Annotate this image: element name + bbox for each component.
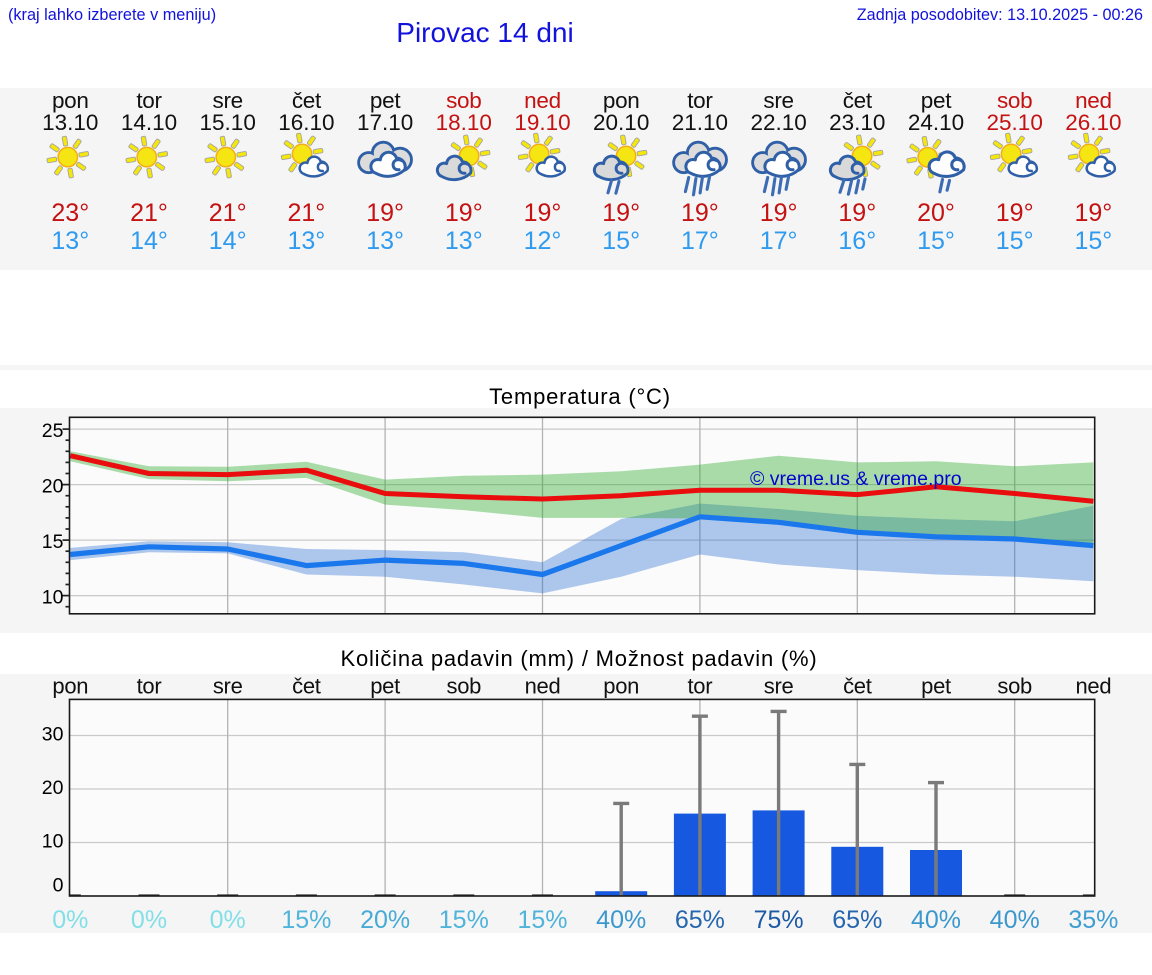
svg-text:sob: sob: [997, 674, 1032, 699]
svg-text:30: 30: [42, 724, 64, 746]
svg-text:20: 20: [42, 777, 64, 799]
svg-text:ned: ned: [525, 674, 561, 699]
svg-text:20: 20: [42, 476, 64, 498]
svg-text:15%: 15%: [281, 906, 331, 933]
svg-text:20%: 20%: [360, 906, 410, 933]
svg-text:pet: pet: [370, 674, 400, 699]
svg-text:Količina padavin (mm) / Možnos: Količina padavin (mm) / Možnost padavin …: [340, 646, 817, 671]
svg-text:čet: čet: [843, 674, 872, 699]
svg-text:40%: 40%: [990, 906, 1040, 933]
svg-text:35%: 35%: [1068, 906, 1118, 933]
svg-text:15: 15: [42, 531, 64, 553]
svg-text:čet: čet: [292, 674, 321, 699]
svg-text:10: 10: [42, 587, 64, 609]
svg-text:0: 0: [53, 875, 64, 897]
svg-text:40%: 40%: [596, 906, 646, 933]
svg-text:sre: sre: [764, 674, 794, 699]
svg-text:sre: sre: [213, 674, 243, 699]
svg-text:tor: tor: [137, 674, 162, 699]
svg-text:Temperatura (°C): Temperatura (°C): [489, 384, 671, 409]
svg-text:© vreme.us & vreme.pro: © vreme.us & vreme.pro: [750, 468, 962, 490]
svg-text:0%: 0%: [210, 906, 246, 933]
svg-text:0%: 0%: [52, 906, 88, 933]
svg-text:25: 25: [42, 420, 64, 442]
svg-text:pon: pon: [603, 674, 639, 699]
svg-text:10: 10: [42, 831, 64, 853]
svg-text:pon: pon: [52, 674, 88, 699]
svg-text:40%: 40%: [911, 906, 961, 933]
svg-text:tor: tor: [688, 674, 713, 699]
svg-text:ned: ned: [1075, 674, 1111, 699]
svg-text:sob: sob: [447, 674, 482, 699]
svg-text:15%: 15%: [517, 906, 567, 933]
svg-text:0%: 0%: [131, 906, 167, 933]
svg-text:65%: 65%: [832, 906, 882, 933]
svg-text:65%: 65%: [675, 906, 725, 933]
svg-text:15%: 15%: [439, 906, 489, 933]
svg-text:75%: 75%: [754, 906, 804, 933]
svg-text:pet: pet: [921, 674, 951, 699]
